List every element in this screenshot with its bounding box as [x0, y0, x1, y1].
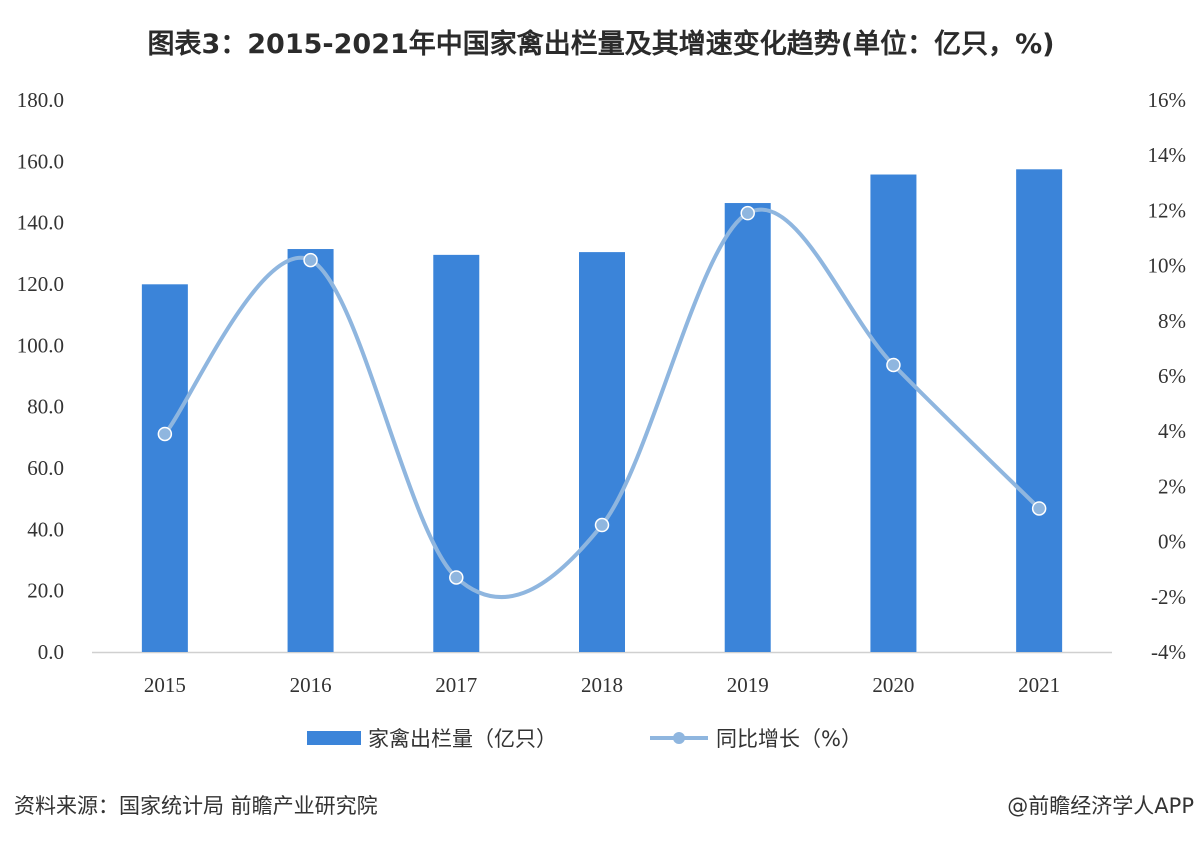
- legend: 家禽出栏量（亿只） 同比增长（%）: [307, 727, 862, 751]
- left-tick-label: 100.0: [17, 333, 64, 357]
- line-series: [157, 205, 1047, 600]
- left-tick-label: 0.0: [38, 640, 64, 664]
- right-tick-label: -4%: [1151, 640, 1186, 664]
- footer-source: 资料来源：国家统计局 前瞻产业研究院: [14, 794, 378, 818]
- bar: [433, 254, 480, 652]
- x-tick-label: 2021: [1018, 673, 1060, 697]
- left-axis: 0.0 20.0 40.0 60.0 80.0 100.0 120.0 140.0 160.0 1…: [17, 88, 64, 664]
- bar: [141, 284, 188, 652]
- bar: [579, 252, 625, 652]
- legend-line-marker: [673, 732, 685, 744]
- growth-point: [449, 570, 464, 585]
- right-axis: -4% -2% 0% 2% 4% 6% 8% 10% 12% 14% 16%: [1148, 88, 1187, 664]
- growth-point: [303, 252, 318, 268]
- growth-point: [886, 357, 901, 373]
- x-tick-label: 2018: [581, 673, 623, 697]
- left-tick-label: 120.0: [17, 272, 64, 296]
- bar: [287, 249, 334, 653]
- x-tick-label: 2019: [727, 673, 769, 697]
- right-tick-label: 0%: [1158, 530, 1186, 554]
- growth-point: [157, 426, 173, 442]
- left-tick-label: 140.0: [17, 211, 64, 235]
- bar: [724, 203, 771, 653]
- growth-point: [594, 517, 610, 533]
- legend-bar-label: 家禽出栏量（亿只）: [368, 727, 557, 751]
- right-tick-label: 6%: [1158, 364, 1186, 388]
- left-tick-label: 40.0: [27, 517, 64, 541]
- bar: [870, 174, 917, 652]
- right-tick-label: 8%: [1158, 309, 1186, 333]
- right-tick-label: 12%: [1148, 198, 1187, 222]
- right-tick-label: 14%: [1148, 143, 1187, 167]
- legend-bar-swatch: [307, 731, 361, 745]
- page-title: 图表3：2015-2021年中国家禽出栏量及其增速变化趋势(单位：亿只，%): [147, 29, 1055, 60]
- legend-line-label: 同比增长（%）: [716, 727, 862, 751]
- left-tick-label: 80.0: [27, 395, 64, 419]
- left-tick-label: 20.0: [27, 579, 64, 603]
- footer-brand: @前瞻经济学人APP: [1007, 794, 1194, 818]
- left-tick-label: 60.0: [27, 456, 64, 480]
- x-tick-label: 2017: [435, 673, 477, 697]
- bar-series: [141, 169, 1063, 653]
- left-tick-label: 160.0: [17, 149, 64, 173]
- growth-point: [740, 205, 755, 221]
- bar: [1016, 169, 1063, 652]
- left-tick-label: 180.0: [17, 88, 64, 112]
- right-tick-label: 10%: [1148, 254, 1187, 278]
- x-tick-label: 2016: [290, 673, 332, 697]
- right-tick-label: 16%: [1148, 88, 1187, 112]
- right-tick-label: -2%: [1151, 585, 1186, 609]
- x-axis: 2015 2016 2017 2018 2019 2020 2021: [92, 651, 1112, 697]
- x-tick-label: 2015: [144, 673, 186, 697]
- right-tick-label: 4%: [1158, 419, 1186, 443]
- right-tick-label: 2%: [1158, 474, 1186, 498]
- x-tick-label: 2020: [872, 673, 914, 697]
- growth-point: [1031, 501, 1047, 516]
